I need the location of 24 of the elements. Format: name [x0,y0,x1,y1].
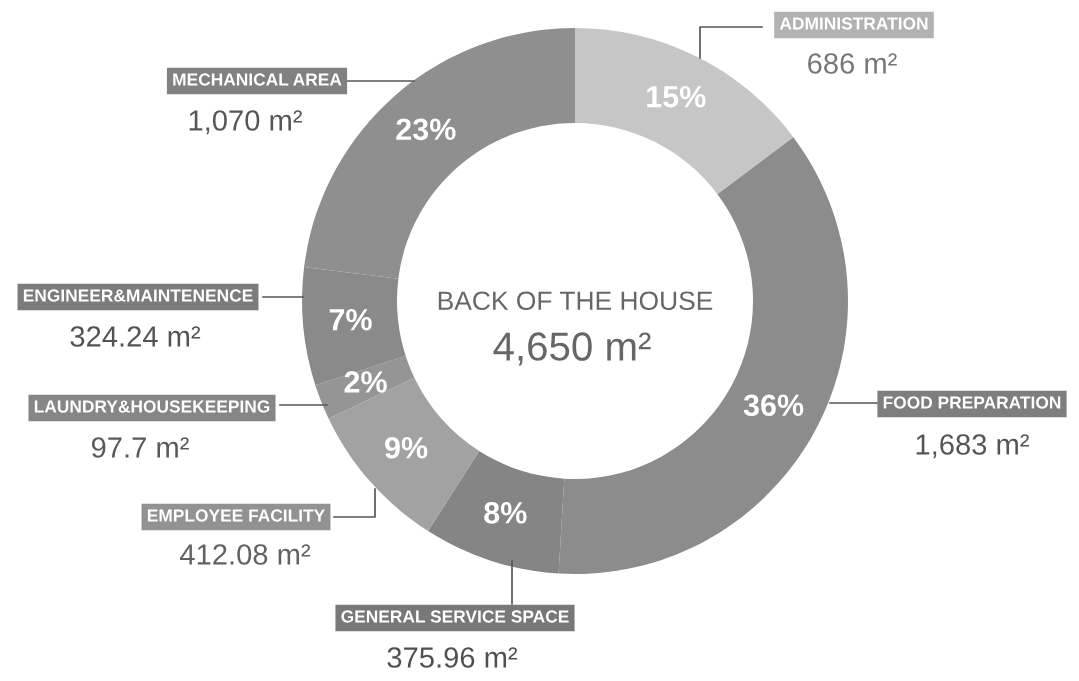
text: 4,650 m² [493,332,651,366]
text: 8% [484,502,527,524]
donut-slice [575,28,794,195]
data-label: 1,070 m² [189,110,302,135]
slice-label: ADMINISTRATION [779,17,928,30]
slice-label: MECHANICAL AREA [173,73,342,86]
data-label: 412.08 m² [180,544,311,565]
data-label: 97.7 m² [91,437,189,458]
text: 7% [329,308,372,331]
data-label: 1,683 m² [916,434,1029,459]
text: BACK OF THE HOUSE [438,291,713,311]
data-label: 375.96 m² [387,647,518,668]
slice-label: FOOD PREPARATION [883,396,1061,409]
data-label: 324.24 m² [70,326,201,347]
text: 2% [344,371,387,393]
text: 36% [743,394,804,417]
slice-label: LAUNDRY&HOUSEKEEPING [34,400,270,413]
slice-label: ENGINEER&MAINTENENCE [23,289,253,302]
slice-label: GENERAL SERVICE SPACE [341,610,569,623]
text: 23% [396,118,456,141]
text: 15% [647,85,706,108]
data-label: 686 m² [808,53,897,74]
text: 9% [385,436,428,459]
slice-label: EMPLOYEE FACILITY [147,509,325,522]
